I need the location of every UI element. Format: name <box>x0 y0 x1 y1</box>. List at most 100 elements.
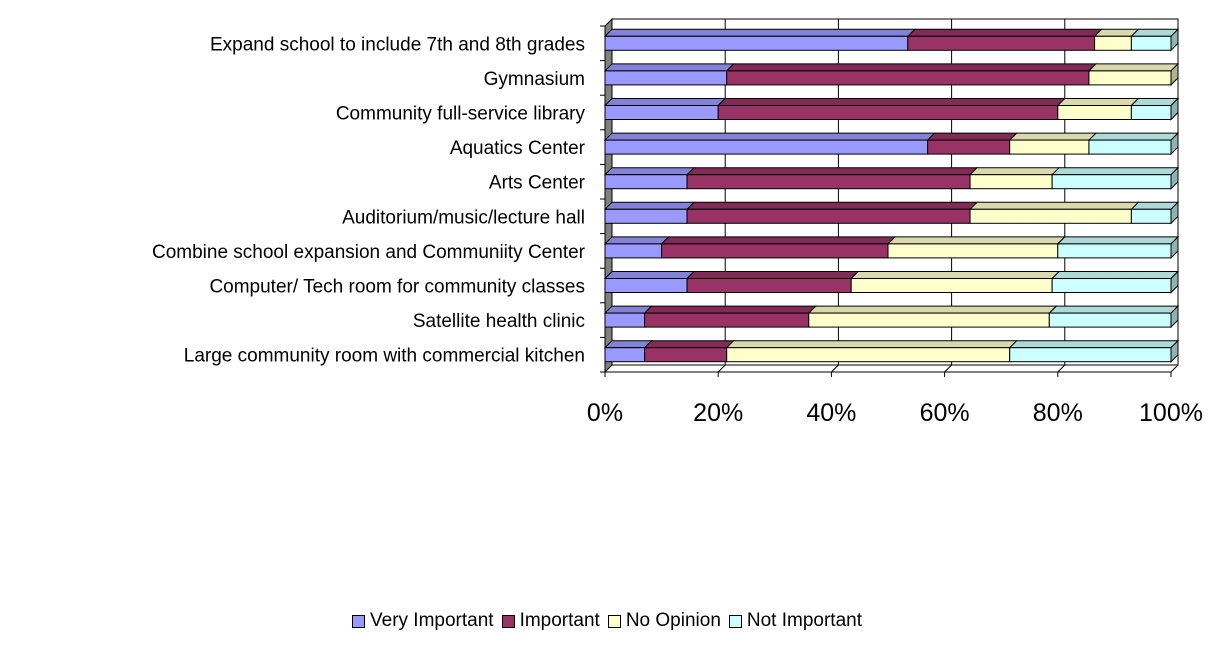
legend-label: Very Important <box>370 610 494 631</box>
category-label: Large community room with commercial kit… <box>184 346 585 367</box>
gridline-floor <box>831 364 839 373</box>
bar <box>604 105 719 120</box>
bar-segment <box>1087 63 1180 86</box>
bar-end <box>1170 235 1179 260</box>
legend-label: No Opinion <box>625 610 721 631</box>
bar-segment <box>725 340 1018 363</box>
bar-segment <box>603 132 936 155</box>
bar <box>717 105 1059 120</box>
bar <box>604 278 688 293</box>
bar-segment <box>850 271 1061 293</box>
bar-segment <box>603 236 670 259</box>
bar-segment <box>1048 305 1180 328</box>
legend-item: Very Important <box>352 610 494 632</box>
bar <box>850 278 1053 293</box>
x-tick-label: 80% <box>1033 399 1083 427</box>
category-label: Community full-service library <box>336 104 586 125</box>
bar <box>969 174 1053 190</box>
bar <box>887 243 1059 259</box>
x-tick-label: 100% <box>1139 399 1203 427</box>
gridline-floor <box>944 364 952 373</box>
bar <box>604 208 688 224</box>
bar-segment <box>725 63 1098 86</box>
bar <box>604 312 646 328</box>
legend: Very Important Important No Opinion Not Imp… <box>0 610 1214 632</box>
bar-segment <box>685 271 860 293</box>
bars <box>603 28 1180 363</box>
legend-swatch <box>352 614 365 628</box>
bar <box>726 70 1090 86</box>
category-label: Satellite health clinic <box>413 311 585 332</box>
bar <box>1130 35 1172 51</box>
x-tick-label: 0% <box>587 399 623 427</box>
legend-item: Important <box>501 610 600 632</box>
bar-end <box>1170 201 1179 225</box>
bar-segment <box>1008 132 1098 155</box>
legend-item: No Opinion <box>607 610 721 632</box>
bar-segment <box>603 271 696 293</box>
bar-segment <box>968 167 1061 190</box>
bar <box>604 243 663 259</box>
legend-swatch <box>728 614 742 628</box>
bar <box>1088 139 1172 155</box>
bar <box>1009 347 1172 363</box>
bar-end <box>1170 131 1179 156</box>
gridline-floor <box>717 364 726 373</box>
category-label: Arts Center <box>489 173 586 194</box>
category-label: Aquatics Center <box>450 138 586 159</box>
bar-segment <box>603 340 653 363</box>
bar-segment <box>603 167 696 190</box>
bar-segment <box>1056 236 1180 259</box>
bar-segment <box>603 98 727 120</box>
bar <box>686 208 971 224</box>
bar-segment <box>643 340 735 363</box>
bar <box>1057 243 1172 259</box>
bar <box>686 174 971 190</box>
x-tick-label: 60% <box>920 399 970 427</box>
bar-segment <box>660 236 897 259</box>
bar <box>644 312 810 328</box>
bar-segment <box>643 305 817 328</box>
bar-segment <box>1008 340 1180 363</box>
x-tick-label: 40% <box>806 399 856 427</box>
bar-segment <box>603 28 917 51</box>
gridline-floor <box>1170 364 1179 373</box>
axes <box>600 25 1172 377</box>
legend-label: Not Important <box>746 610 862 631</box>
bar <box>969 208 1132 224</box>
category-label: Computer/ Tech room for community classe… <box>209 277 585 298</box>
bar-end <box>1170 339 1179 363</box>
bar-end <box>1170 97 1179 121</box>
legend-swatch <box>501 614 515 628</box>
bar-segment <box>1050 271 1180 293</box>
bar <box>1048 312 1172 328</box>
bar-segment <box>1130 98 1180 120</box>
bar-end <box>1170 270 1179 294</box>
bar-end <box>1170 304 1179 329</box>
bar <box>644 347 728 363</box>
legend-swatch <box>607 614 621 628</box>
category-labels: Expand school to include 7th and 8th gra… <box>152 34 586 366</box>
bar-segment <box>968 201 1140 224</box>
bar <box>1130 208 1172 224</box>
bar <box>604 347 646 363</box>
gridline-floor <box>1057 364 1066 373</box>
bar <box>726 347 1011 363</box>
category-label: Expand school to include 7th and 8th gra… <box>210 34 585 55</box>
bar <box>604 139 929 155</box>
legend-item: Not Important <box>728 610 862 632</box>
bar <box>927 139 1011 155</box>
bar <box>1051 174 1172 190</box>
bar-segment <box>1087 132 1180 155</box>
category-label: Combine school expansion and Communiity … <box>152 242 586 263</box>
bar <box>661 243 889 259</box>
x-tick-labels: 0% 20% 40% 60% 80% 100% <box>587 399 1203 427</box>
bar <box>604 35 909 51</box>
bar <box>604 174 688 190</box>
bar-segment <box>685 167 979 190</box>
bar-segment <box>926 132 1018 155</box>
bar-segment <box>603 201 696 224</box>
category-label: Auditorium/music/lecture hall <box>342 207 585 228</box>
bar-end <box>1170 166 1179 190</box>
